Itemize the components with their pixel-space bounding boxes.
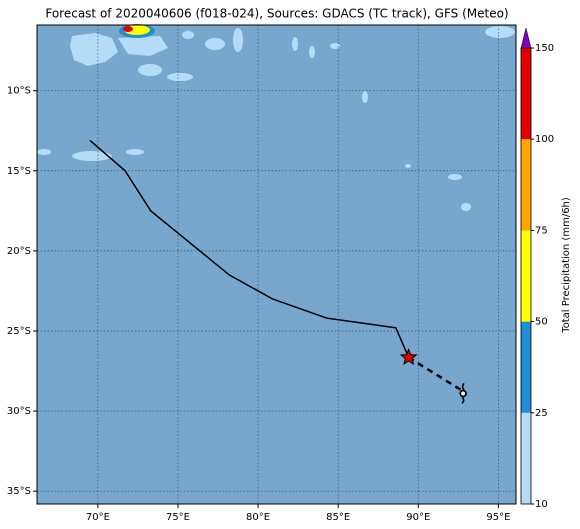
x-tick-label: 85°E [326, 512, 350, 523]
colorbar-tick-label: 25 [535, 408, 548, 419]
x-tick-label: 90°E [406, 512, 430, 523]
storm-center [460, 390, 467, 397]
colorbar-tick-label: 75 [535, 225, 548, 236]
colorbar-label: Total Precipitation (mm/6h) [561, 197, 572, 334]
past-track [89, 139, 410, 358]
colorbar-segment [521, 412, 531, 504]
colorbar-frame [520, 47, 532, 505]
colorbar-tick-label: 10 [535, 499, 548, 510]
y-tick-label: 25°S [7, 326, 31, 337]
y-tick-label: 30°S [7, 406, 31, 417]
precip-areas [37, 26, 515, 211]
ocean [37, 25, 516, 504]
colorbar-extend [520, 27, 532, 49]
map-title: Forecast of 2020040606 (f018-024), Sourc… [45, 7, 508, 21]
y-tick-label: 20°S [7, 246, 31, 257]
colorbar-segment [521, 321, 531, 413]
precip-heavy [123, 26, 133, 32]
colorbar-segment [521, 139, 531, 231]
map-frame [36, 24, 517, 505]
x-tick-label: 70°E [86, 512, 110, 523]
colorbar-segment [521, 230, 531, 322]
y-tick-label: 15°S [7, 166, 31, 177]
x-tick-label: 80°E [246, 512, 270, 523]
x-tick-label: 95°E [486, 512, 510, 523]
y-tick-label: 10°S [7, 86, 31, 97]
plot-layer [37, 25, 516, 504]
colorbar-tick-label: 50 [535, 317, 548, 328]
colorbar-segment [521, 48, 531, 140]
x-tick-label: 75°E [166, 512, 190, 523]
current-position [399, 348, 418, 365]
colorbar-tick-label: 100 [535, 134, 554, 145]
y-tick-label: 35°S [7, 486, 31, 497]
colorbar-tick-label: 150 [535, 43, 554, 54]
